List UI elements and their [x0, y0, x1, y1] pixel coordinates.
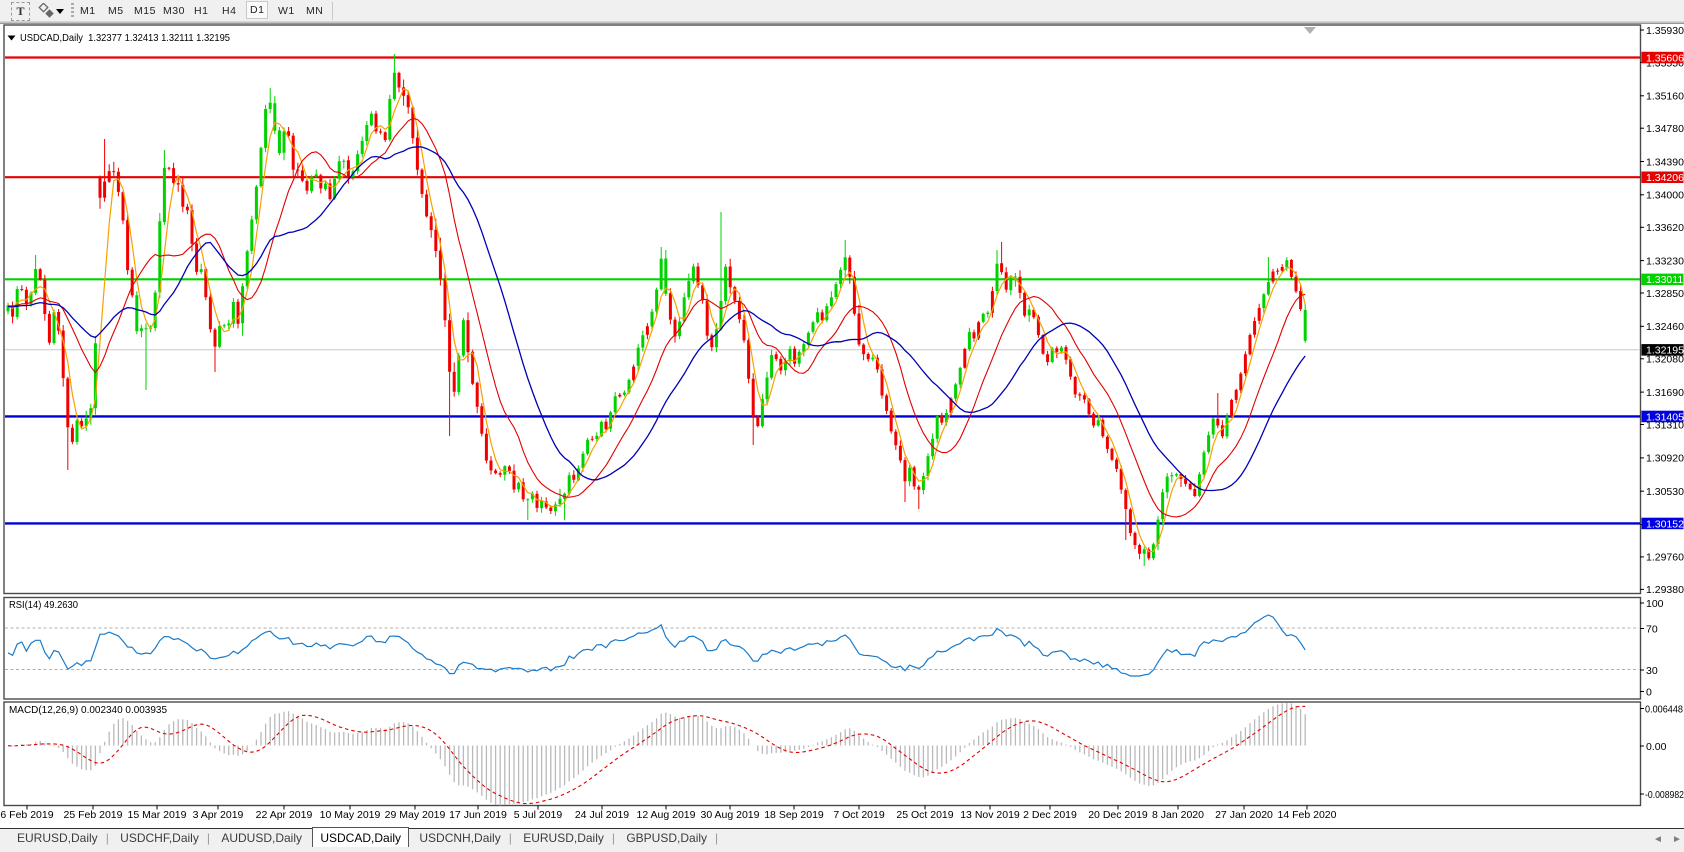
svg-text:1.30152: 1.30152 [1646, 518, 1684, 530]
svg-text:1.32460: 1.32460 [1646, 321, 1684, 333]
svg-text:22 Apr 2019: 22 Apr 2019 [256, 809, 313, 821]
svg-text:0.00: 0.00 [1646, 741, 1667, 753]
svg-text:USDCAD,Daily 1.32377 1.32413: USDCAD,Daily 1.32377 1.32413 1.32111 1.3… [20, 32, 230, 44]
svg-text:25 Oct 2019: 25 Oct 2019 [896, 809, 953, 821]
svg-text:5 Jul 2019: 5 Jul 2019 [514, 809, 563, 821]
svg-text:1.31405: 1.31405 [1646, 411, 1684, 423]
svg-text:1.32850: 1.32850 [1646, 288, 1684, 300]
svg-text:1.32080: 1.32080 [1646, 354, 1684, 366]
svg-text:-0.008982: -0.008982 [1645, 789, 1684, 801]
svg-text:1.33620: 1.33620 [1646, 222, 1684, 234]
svg-text:1.32195: 1.32195 [1646, 345, 1684, 357]
svg-text:1.29380: 1.29380 [1646, 584, 1684, 596]
svg-text:13 Nov 2019: 13 Nov 2019 [960, 809, 1020, 821]
svg-text:1.34390: 1.34390 [1646, 156, 1684, 168]
svg-text:0.006448: 0.006448 [1645, 704, 1683, 716]
svg-text:14 Feb 2020: 14 Feb 2020 [1278, 809, 1337, 821]
svg-text:100: 100 [1646, 598, 1664, 610]
svg-text:1.34780: 1.34780 [1646, 123, 1684, 135]
svg-text:1.35930: 1.35930 [1646, 25, 1684, 37]
svg-text:3 Apr 2019: 3 Apr 2019 [193, 809, 244, 821]
svg-text:18 Sep 2019: 18 Sep 2019 [764, 809, 824, 821]
svg-text:2 Dec 2019: 2 Dec 2019 [1023, 809, 1077, 821]
svg-text:27 Jan 2020: 27 Jan 2020 [1215, 809, 1273, 821]
svg-text:1.34206: 1.34206 [1646, 172, 1684, 184]
svg-text:1.29760: 1.29760 [1646, 552, 1684, 564]
svg-text:1.31690: 1.31690 [1646, 387, 1684, 399]
svg-text:15 Mar 2019: 15 Mar 2019 [128, 809, 187, 821]
svg-text:17 Jun 2019: 17 Jun 2019 [449, 809, 507, 821]
svg-text:1.30920: 1.30920 [1646, 453, 1684, 465]
svg-text:30 Aug 2019: 30 Aug 2019 [701, 809, 760, 821]
svg-text:0: 0 [1646, 687, 1652, 699]
svg-text:8 Jan 2020: 8 Jan 2020 [1152, 809, 1204, 821]
svg-text:29 May 2019: 29 May 2019 [385, 809, 446, 821]
svg-text:7 Oct 2019: 7 Oct 2019 [833, 809, 885, 821]
svg-text:10 May 2019: 10 May 2019 [320, 809, 381, 821]
svg-text:6 Feb 2019: 6 Feb 2019 [0, 809, 53, 821]
svg-text:1.35606: 1.35606 [1646, 52, 1684, 64]
svg-text:30: 30 [1646, 665, 1658, 677]
svg-text:1.34000: 1.34000 [1646, 190, 1684, 202]
svg-text:RSI(14) 49.2630: RSI(14) 49.2630 [9, 599, 78, 611]
svg-text:70: 70 [1646, 624, 1658, 636]
svg-text:1.30530: 1.30530 [1646, 486, 1684, 498]
svg-text:1.33011: 1.33011 [1646, 274, 1683, 286]
svg-text:1.35160: 1.35160 [1646, 91, 1684, 103]
svg-text:1.31310: 1.31310 [1646, 419, 1684, 431]
svg-text:MACD(12,26,9) 0.002340 0.00393: MACD(12,26,9) 0.002340 0.003935 [9, 704, 167, 716]
svg-text:1.33230: 1.33230 [1646, 255, 1684, 267]
svg-text:25 Feb 2019: 25 Feb 2019 [64, 809, 123, 821]
svg-text:24 Jul 2019: 24 Jul 2019 [575, 809, 629, 821]
svg-text:12 Aug 2019: 12 Aug 2019 [637, 809, 696, 821]
svg-text:20 Dec 2019: 20 Dec 2019 [1088, 809, 1148, 821]
